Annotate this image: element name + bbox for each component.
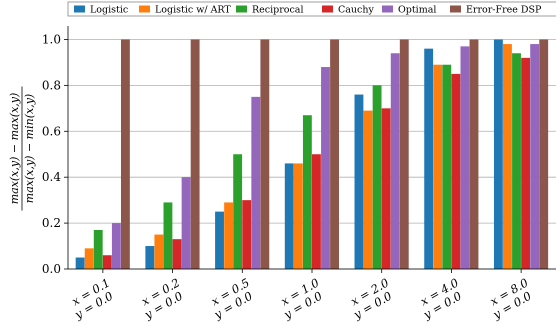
legend: Logistic Logistic w/ ART Reciprocal Cauchy O…: [67, 1, 556, 17]
legend-swatch: [382, 5, 393, 13]
x-tick-label: x = 1.0y = 0.0: [278, 275, 324, 322]
bar: [321, 67, 330, 270]
legend-label: Logistic: [90, 5, 128, 16]
bar: [242, 200, 252, 269]
x-tick-label: x = 0.5y = 0.0: [209, 275, 255, 322]
y-tick-label: 0.0: [42, 262, 61, 276]
x-tick-label: x = 0.1y = 0.0: [69, 275, 115, 322]
bar: [390, 53, 400, 269]
legend-box: [67, 1, 556, 17]
y-tick-label: 0.6: [42, 124, 61, 138]
legend-label: Cauchy: [338, 5, 374, 16]
bar: [102, 255, 112, 269]
bar: [503, 44, 512, 269]
bar: [312, 154, 321, 269]
legend-label: Error-Free DSP: [466, 5, 542, 16]
y-axis-label-fraction: max(x,y) − max(x,y) max(x,y) − min(x,y): [8, 86, 36, 211]
bar: [302, 115, 312, 269]
bar: [145, 246, 155, 269]
bar: [530, 44, 540, 269]
y-axis-label-denominator: max(x,y) − min(x,y): [23, 94, 36, 203]
bar: [190, 39, 200, 269]
bar: [330, 39, 339, 269]
bar: [260, 39, 270, 269]
legend-swatch: [74, 5, 85, 13]
bar: [215, 211, 224, 269]
legend-swatch: [322, 5, 333, 13]
bars-layer: [75, 39, 549, 270]
y-tick-label: 0.4: [42, 170, 61, 184]
bar: [469, 39, 479, 269]
y-axis-label-numerator: max(x,y) − max(x,y): [8, 93, 21, 205]
legend-swatch: [450, 5, 461, 13]
bar: [224, 202, 234, 269]
bar: [172, 239, 182, 269]
bar: [93, 229, 103, 269]
bar: [120, 39, 130, 269]
bar: [493, 39, 503, 269]
bar: [363, 110, 373, 269]
bar: [181, 177, 191, 269]
bar: [451, 73, 461, 270]
bar: [442, 64, 452, 269]
legend-label: Logistic w/ ART: [155, 5, 231, 16]
bar: [75, 257, 85, 269]
legend-swatch: [139, 5, 150, 13]
x-tick-label: x = 4.0y = 0.0: [418, 275, 464, 322]
legend-label: Optimal: [398, 5, 436, 16]
x-tick-label: x = 8.0y = 0.0: [487, 275, 533, 322]
bar: [433, 64, 443, 269]
legend-swatch: [236, 5, 247, 13]
axes-layer: 0.0 0.2 0.4 0.6 0.8 1.0: [42, 26, 556, 276]
y-tick-label: 0.2: [42, 216, 61, 230]
y-tick-label: 1.0: [42, 32, 61, 46]
bar: [84, 248, 94, 269]
bar: [163, 202, 173, 269]
bar: [460, 46, 470, 269]
bar: [111, 223, 121, 269]
x-tick-label: x = 2.0y = 0.0: [348, 275, 394, 322]
x-tick-labels: x = 0.1y = 0.0 x = 0.2y = 0.0 x = 0.5y = 0…: [69, 275, 533, 322]
bar: [381, 108, 391, 269]
bar: [154, 234, 164, 269]
bar: [539, 39, 549, 269]
bar: [521, 57, 531, 269]
bar: [372, 85, 382, 269]
bar: [284, 163, 294, 269]
bar: [424, 48, 434, 270]
bar: [354, 94, 364, 269]
bar: [293, 163, 303, 269]
y-axis-label: max(x,y) − max(x,y) max(x,y) − min(x,y): [8, 86, 36, 211]
bar: [233, 154, 243, 269]
bar: [251, 96, 261, 269]
bar: [399, 39, 409, 269]
y-tick-label: 0.8: [42, 78, 61, 92]
legend-label: Reciprocal: [252, 5, 304, 16]
x-tick-label: x = 0.2y = 0.0: [139, 275, 185, 322]
bar: [512, 53, 521, 269]
